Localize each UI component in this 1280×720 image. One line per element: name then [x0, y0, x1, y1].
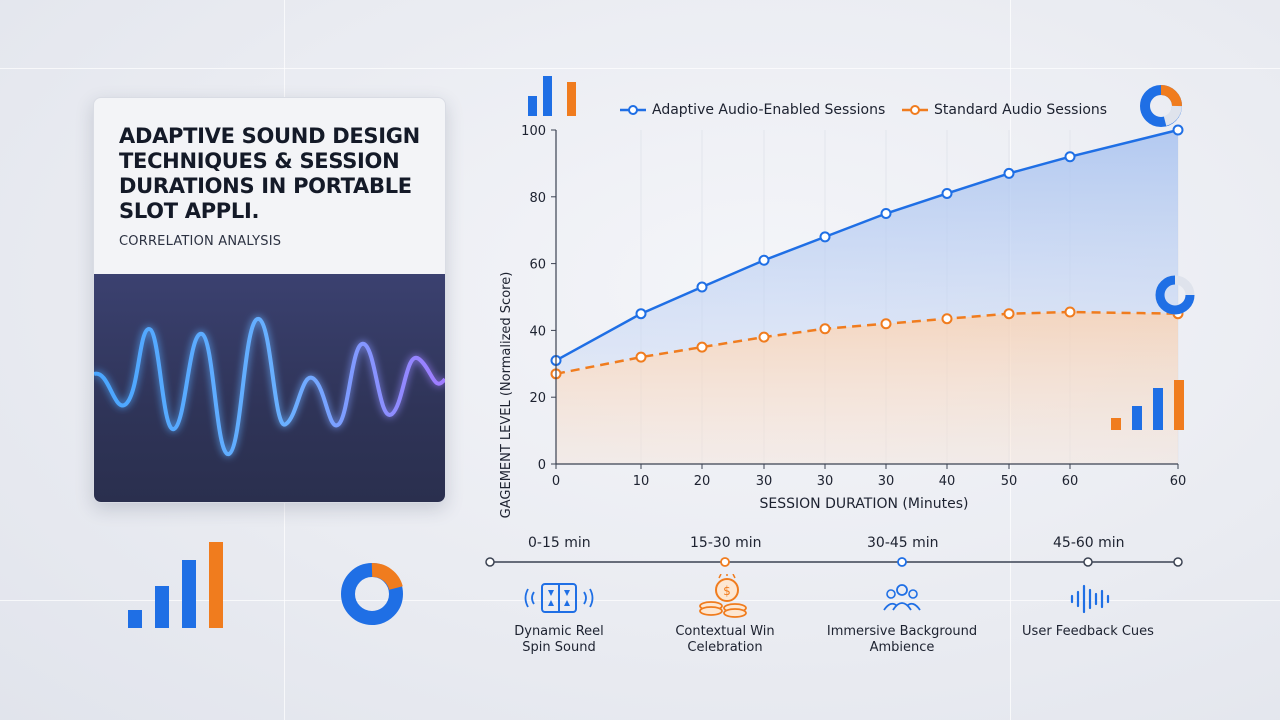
timeline-track	[485, 557, 1183, 567]
y-tick-label: 0	[538, 458, 546, 473]
y-tick-label: 60	[529, 258, 546, 273]
slot-reel-sound-icon	[524, 583, 594, 613]
bar-chart-icon	[1111, 380, 1184, 430]
y-axis-label: ENGAGEMENT LEVEL (Normalized Score)	[499, 272, 514, 518]
donut-chart-icon	[341, 563, 403, 625]
timeline-range-label: 30-45 min	[867, 535, 939, 551]
y-tick-label: 40	[529, 324, 546, 339]
point-standard	[819, 323, 831, 335]
page-title: ADAPTIVE SOUND DESIGN TECHNIQUES & SESSI…	[119, 124, 420, 223]
legend-item-adaptive: Adaptive Audio-Enabled Sessions	[620, 102, 885, 118]
bar-chart-icon	[528, 76, 576, 116]
x-tick-label: 30	[878, 474, 895, 489]
x-tick-label: 10	[633, 474, 650, 489]
y-tick-label: 100	[521, 124, 546, 139]
svg-text:$: $	[723, 584, 731, 598]
point-standard	[1003, 308, 1015, 320]
timeline-range-label: 0-15 min	[528, 535, 591, 551]
engagement-line-chart: 0 20 40 60 80 100 0 10 20 30 30 30 40 50 60 60 ENGAGEME…	[499, 124, 1187, 518]
point-adaptive	[635, 308, 647, 320]
x-tick-label: 40	[939, 474, 956, 489]
x-tick-label: 50	[1001, 474, 1018, 489]
sound-wave-icon	[1070, 584, 1110, 614]
feature-label: Immersive Background Ambience	[826, 624, 978, 655]
point-standard	[758, 331, 770, 343]
feature-label: Contextual Win Celebration	[675, 624, 775, 655]
series-line-adaptive	[555, 128, 1179, 362]
x-tick-label: 60	[1170, 474, 1187, 489]
timeline-range-label: 45-60 min	[1053, 535, 1125, 551]
feature-label: User Feedback Cues	[1022, 624, 1154, 639]
background-gridline	[0, 600, 1280, 601]
donut-chart-icon	[1155, 275, 1195, 315]
x-tick-label: 30	[817, 474, 834, 489]
feature-label: Dynamic Reel Spin Sound	[514, 624, 604, 655]
x-tick-label: 60	[1062, 474, 1079, 489]
legend-swatch-orange	[902, 105, 928, 115]
point-adaptive	[941, 187, 953, 199]
x-tick-label: 0	[552, 474, 560, 489]
x-axis-label: SESSION DURATION (Minutes)	[760, 496, 969, 512]
y-tick-label: 80	[529, 191, 546, 206]
sound-wave-illustration	[94, 274, 445, 502]
area-standard	[556, 312, 1178, 464]
legend-item-standard: Standard Audio Sessions	[902, 102, 1107, 118]
bar-chart-icon	[128, 542, 223, 628]
point-adaptive	[696, 281, 708, 293]
x-tick-label: 20	[694, 474, 711, 489]
legend-label-standard: Standard Audio Sessions	[934, 102, 1108, 118]
timeline-range-label: 15-30 min	[690, 535, 762, 551]
point-adaptive	[819, 231, 831, 243]
legend-swatch-blue	[620, 105, 646, 115]
sound-wave-icon	[94, 316, 445, 457]
donut-chart-icon	[1140, 85, 1182, 127]
x-tick-label: 30	[756, 474, 773, 489]
page-subtitle: CORRELATION ANALYSIS	[119, 234, 282, 249]
y-tick-label: 20	[529, 391, 546, 406]
point-adaptive	[880, 208, 892, 219]
point-adaptive	[1172, 124, 1184, 136]
coin-stack-icon: $	[699, 574, 747, 618]
point-adaptive	[1003, 167, 1015, 179]
background-gridline	[0, 68, 1280, 69]
point-adaptive	[758, 254, 770, 266]
point-standard	[635, 351, 647, 363]
point-standard	[696, 341, 708, 353]
point-standard	[880, 318, 892, 330]
series-line-standard	[555, 310, 1179, 376]
title-card: ADAPTIVE SOUND DESIGN TECHNIQUES & SESSI…	[93, 97, 446, 503]
point-adaptive	[1064, 151, 1076, 163]
point-standard	[1064, 306, 1076, 318]
audience-icon	[883, 584, 921, 611]
legend-label-adaptive: Adaptive Audio-Enabled Sessions	[652, 102, 886, 118]
point-standard	[941, 313, 953, 325]
